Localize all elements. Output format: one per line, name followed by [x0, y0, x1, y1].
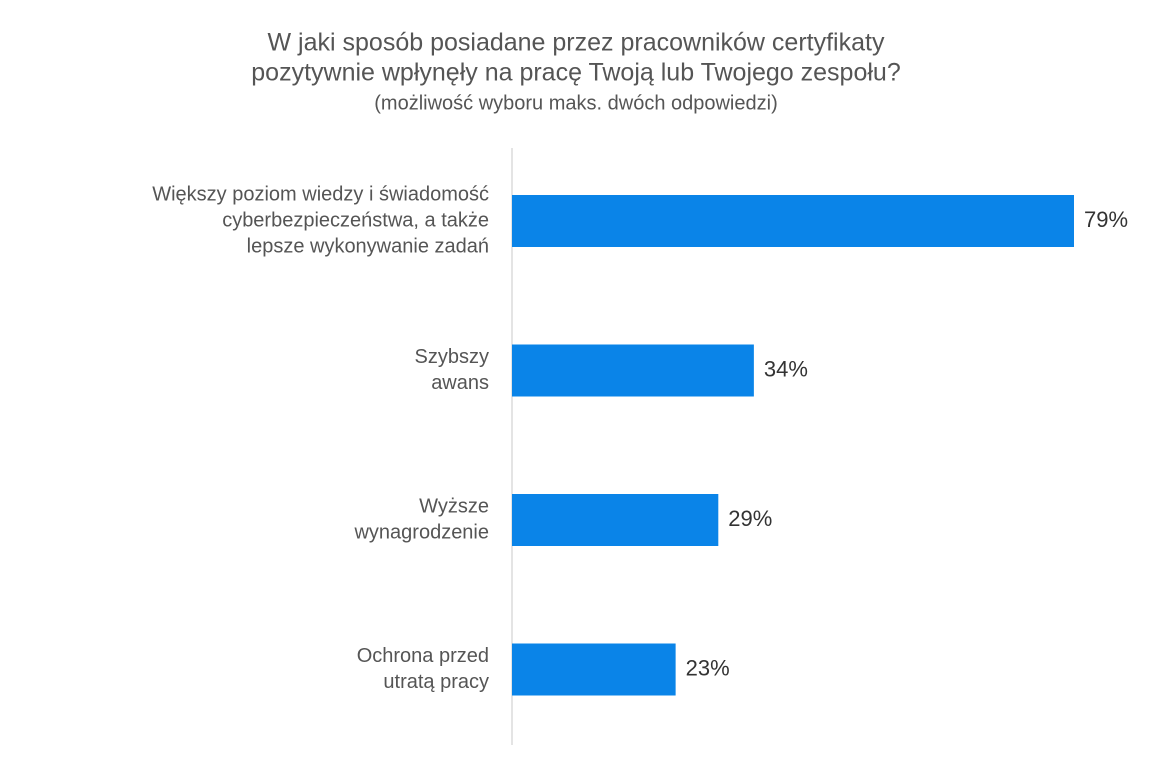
category-label: Wyższe — [419, 495, 489, 517]
bar — [512, 643, 676, 696]
category-label: cyberbezpieczeństwa, a także — [222, 209, 489, 231]
value-label: 23% — [686, 655, 730, 680]
value-label: 34% — [764, 356, 808, 381]
category-label: utratą pracy — [383, 671, 489, 693]
category-label: lepsze wykonywanie zadań — [247, 235, 489, 257]
bar — [512, 195, 1074, 247]
bar — [512, 494, 719, 546]
chart-subtitle: (możliwość wyboru maks. dwóch odpowiedzi… — [374, 92, 777, 114]
bar — [512, 344, 754, 397]
chart-title: pozytywnie wpłynęły na pracę Twoją lub T… — [251, 59, 900, 87]
category-label: Ochrona przed — [357, 645, 489, 667]
category-label: awans — [431, 372, 489, 394]
value-label: 79% — [1084, 207, 1128, 232]
value-label: 29% — [728, 506, 772, 531]
category-label: Większy poziom wiedzy i świadomość — [152, 183, 489, 205]
chart-title: W jaki sposób posiadane przez pracownikó… — [268, 29, 885, 57]
category-label: wynagrodzenie — [353, 521, 489, 543]
category-label: Szybszy — [415, 346, 489, 368]
